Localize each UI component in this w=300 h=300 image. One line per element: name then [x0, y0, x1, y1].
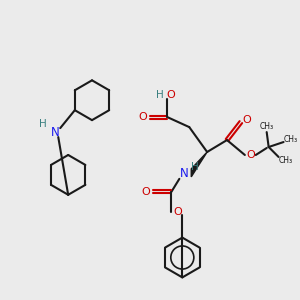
Text: H: H — [191, 162, 199, 172]
Text: O: O — [138, 112, 147, 122]
Text: O: O — [246, 150, 255, 160]
Text: O: O — [242, 115, 251, 125]
Text: H: H — [156, 90, 164, 100]
Polygon shape — [191, 152, 207, 177]
Text: CH₃: CH₃ — [260, 122, 274, 130]
Text: CH₃: CH₃ — [284, 135, 298, 144]
Text: CH₃: CH₃ — [278, 156, 292, 165]
Text: N: N — [180, 167, 189, 180]
Text: H: H — [40, 119, 47, 129]
Text: O: O — [173, 207, 182, 217]
Text: O: O — [141, 187, 150, 197]
Text: N: N — [51, 126, 60, 139]
Text: O: O — [166, 90, 175, 100]
